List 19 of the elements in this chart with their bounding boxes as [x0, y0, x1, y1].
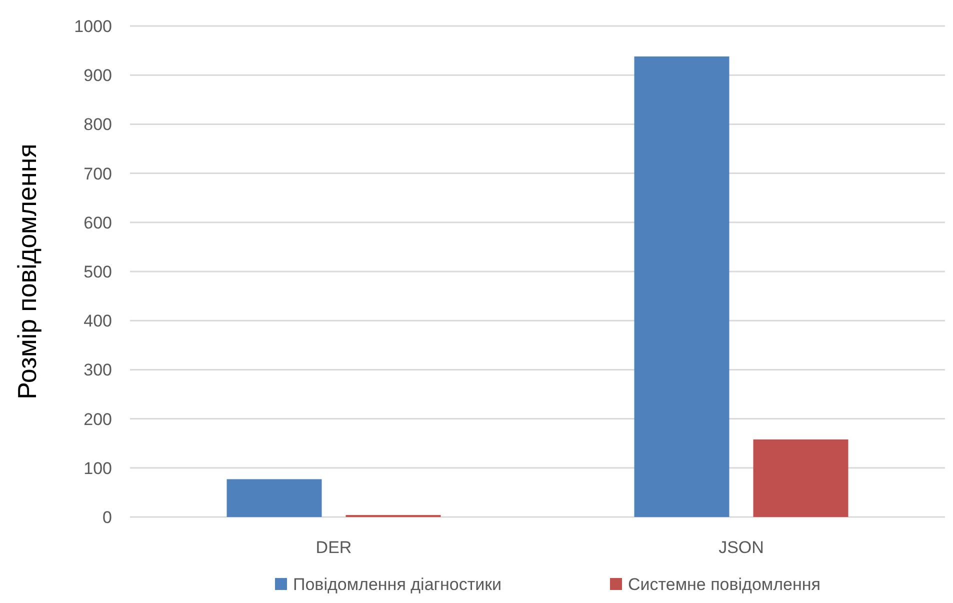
y-axis-title: Розмір повідомлення: [12, 144, 42, 400]
y-tick-label: 100: [84, 458, 112, 478]
y-tick-label: 700: [84, 164, 112, 184]
y-tick-label: 400: [84, 312, 112, 331]
y-tick-label: 300: [84, 360, 112, 380]
y-tick-label: 200: [84, 410, 112, 429]
y-tick-label: 800: [84, 115, 112, 134]
x-tick-label: JSON: [718, 538, 764, 557]
legend-label: Повідомлення діагностики: [293, 575, 502, 594]
y-tick-label: 500: [84, 262, 112, 282]
x-tick-label: DER: [316, 538, 352, 557]
legend-label: Системне повідомлення: [628, 575, 820, 594]
y-tick-label: 1000: [74, 16, 112, 36]
bar: [634, 56, 730, 517]
y-tick-label: 900: [84, 66, 112, 86]
bar: [226, 479, 322, 517]
y-tick-label: 600: [84, 213, 112, 232]
y-tick-label: 0: [102, 508, 112, 527]
bar: [753, 439, 848, 517]
